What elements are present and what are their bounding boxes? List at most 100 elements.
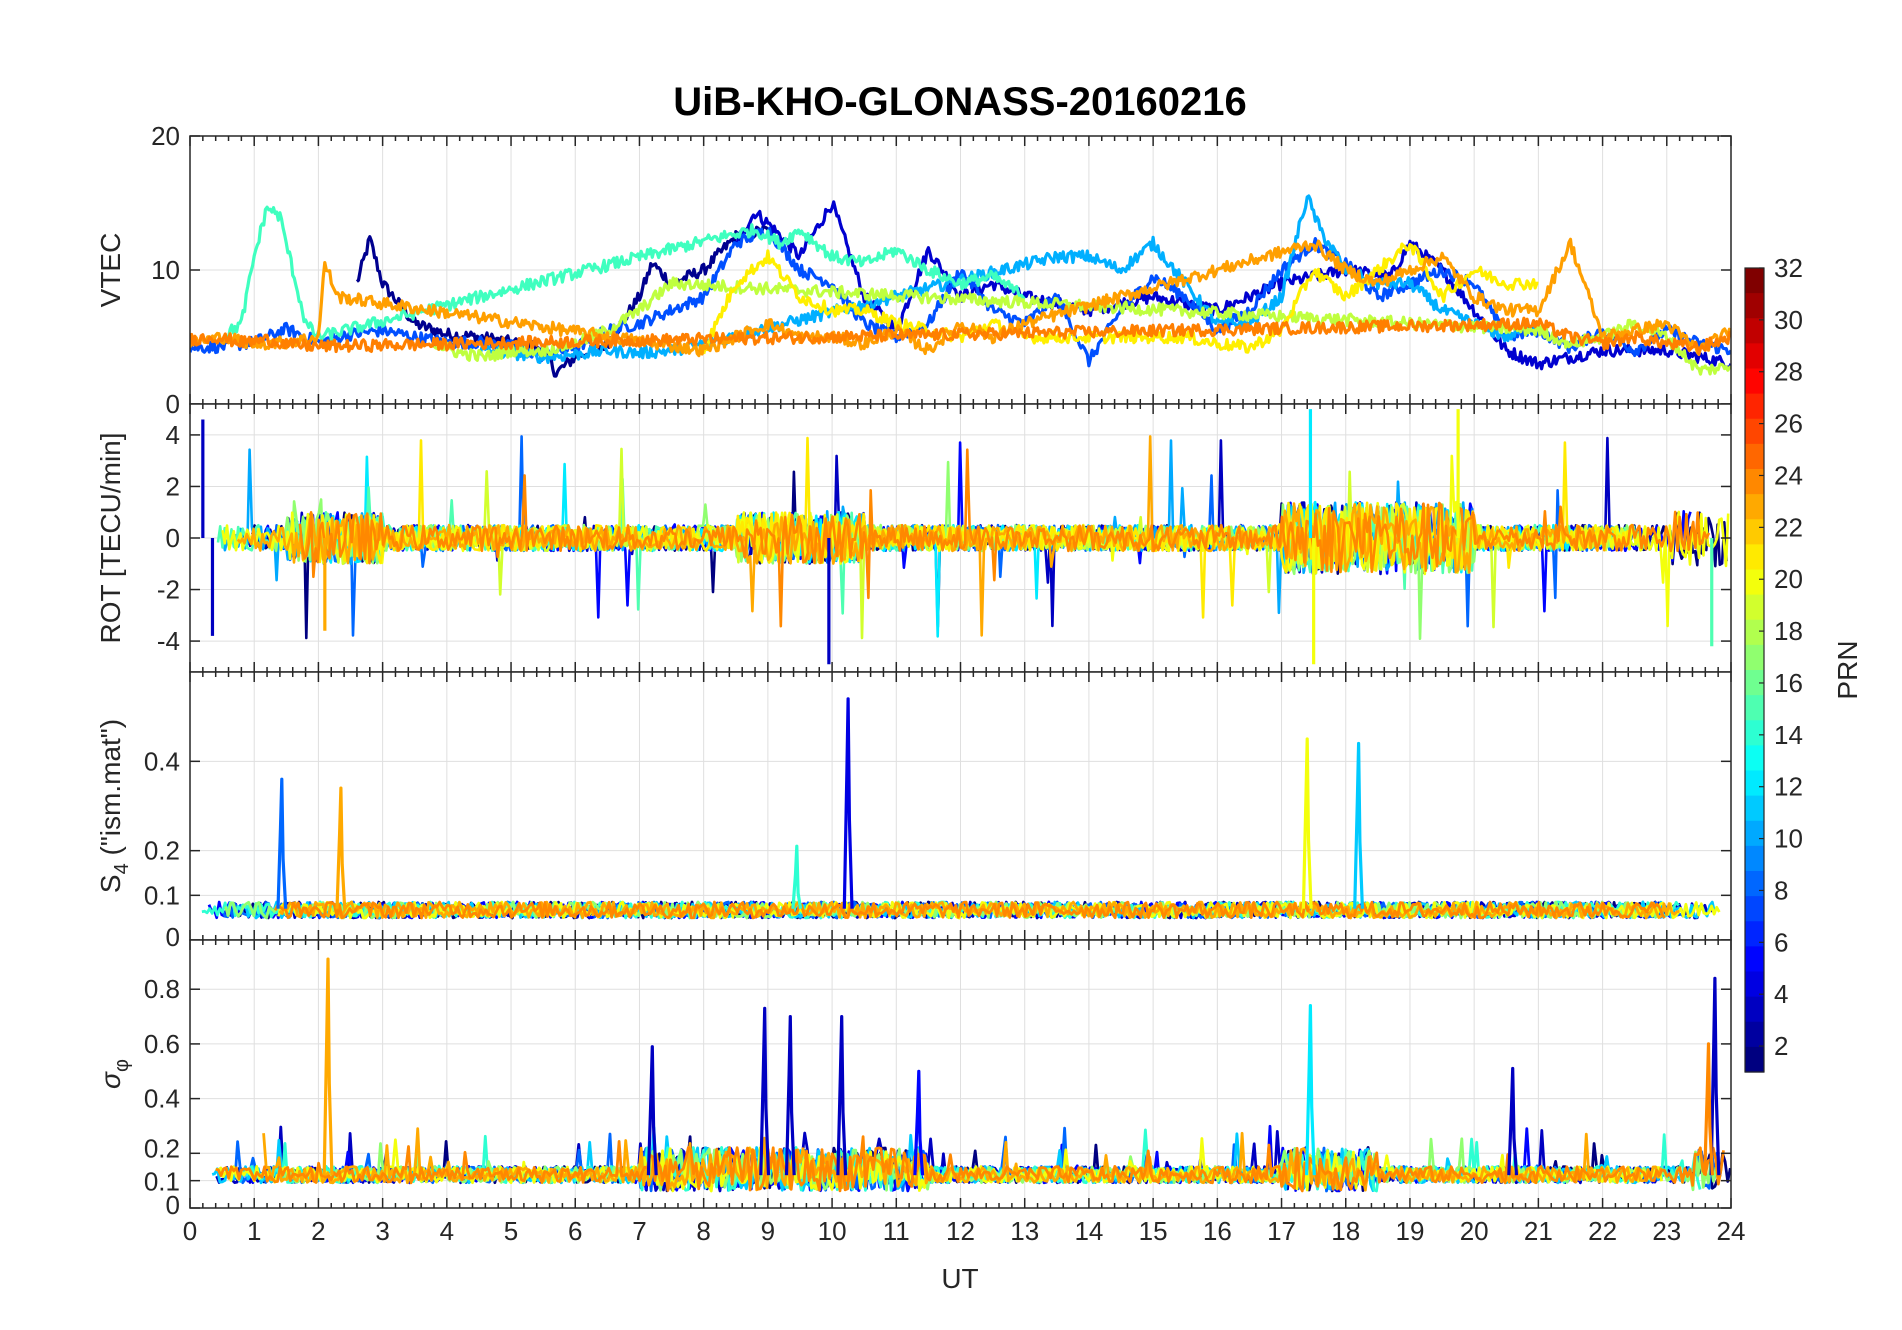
spike-prn-3 [784,1014,796,1176]
x-tick-label: 1 [247,1216,261,1246]
colorbar-segment-2 [1745,1021,1764,1048]
y-tick-label: 0.1 [144,1167,180,1197]
y-label-sub: φ [111,1059,133,1072]
x-ticks [189,672,1732,940]
colorbar-segment-24 [1745,469,1764,495]
y-axis-label: VTEC [95,233,126,308]
colorbar-segment-4 [1745,971,1764,998]
spike-prn-3 [759,1006,771,1176]
y-tick-label: 0.1 [144,880,180,910]
series-line-prn-24 [298,448,1711,628]
spike-prn-23 [335,786,347,909]
spike-prn-5 [913,1069,925,1176]
series-line-prn-24 [273,900,1666,920]
data-series [201,697,1721,920]
spike-prn-14 [791,844,803,909]
colorbar-segment-17 [1745,644,1764,671]
x-tick-label: 13 [1010,1216,1039,1246]
y-tick-label: 0.8 [144,974,180,1004]
series-line-prn-24 [190,316,1731,355]
colorbar-segment-14 [1745,720,1764,746]
colorbar-tick-label: 22 [1774,512,1803,542]
colorbar-frame [1744,267,1765,1073]
spike-prn-12 [1305,1003,1316,1176]
x-tick-label: 18 [1331,1216,1360,1246]
x-tick-label: 6 [568,1216,582,1246]
x-tick-label: 19 [1395,1216,1424,1246]
colorbar-segment-6 [1745,921,1764,947]
y-tick-label: 0.2 [144,836,180,866]
colorbar-tick-label: 2 [1774,1031,1788,1061]
x-tick-label: 3 [375,1216,389,1246]
spike-prn-24 [1703,1042,1714,1176]
x-tick-label: 22 [1588,1216,1617,1246]
colorbar-segment-32 [1745,268,1764,294]
colorbar-segment-22 [1745,519,1764,545]
y-tick-label: -4 [157,626,180,656]
y-label-rest: ("ism.mat") [95,719,126,863]
x-tick-label: 10 [818,1216,847,1246]
colorbar-segment-26 [1745,418,1764,445]
series-line-prn-1 [355,224,770,378]
spike-prn-3 [1507,1066,1519,1176]
colorbar-segment-1 [1745,1046,1764,1073]
y-tick-label: 20 [151,121,180,151]
panel-s4: 0 0.1 0.2 0.4 S4 ("ism.mat") [95,671,1732,952]
panel-vtec: 0 10 20 VTEC [95,121,1732,419]
colorbar-tick-label: 26 [1774,409,1803,439]
spike-prn-11 [1353,741,1364,909]
colorbar-segment-19 [1745,594,1764,621]
colorbar-segment-25 [1745,443,1764,470]
y-tick-label: -2 [157,575,180,605]
series-line-prn-14 [221,205,1026,341]
colorbar-segment-12 [1745,770,1764,797]
colorbar-tick-label: 30 [1774,305,1803,335]
spike-prn-3 [646,1045,658,1176]
x-tick-label: 23 [1652,1216,1681,1246]
x-ticks [189,404,1732,672]
series-line-prn-20 [702,242,1539,355]
colorbar-segment-10 [1745,820,1764,847]
x-tick-label: 11 [883,1216,910,1246]
colorbar-segment-16 [1745,670,1764,696]
colorbar-tick-label: 6 [1774,927,1788,957]
colorbar-tick-label: 10 [1774,824,1803,854]
x-tick-label: 20 [1460,1216,1489,1246]
data-series [190,194,1731,378]
data-series [201,409,1730,665]
y-label-sub: 4 [111,863,133,874]
y-tick-label: 0 [166,389,180,419]
colorbar-segment-3 [1745,996,1764,1023]
colorbar-segment-7 [1745,896,1764,922]
colorbar-segment-27 [1745,393,1764,420]
colorbar-tick-label: 4 [1774,979,1788,1009]
y-tick-label: 2 [166,471,180,501]
colorbar-tick-label: 18 [1774,616,1803,646]
colorbar-segment-30 [1745,318,1764,344]
x-tick-label: 21 [1524,1216,1553,1246]
colorbar-segment-11 [1745,795,1764,822]
colorbar-tick-label: 14 [1774,720,1803,750]
y-tick-label: 0.4 [144,746,180,776]
y-label-main: σ [95,1071,126,1089]
colorbar-segment-29 [1745,343,1764,370]
chart-title: UiB-KHO-GLONASS-20160216 [673,80,1247,124]
x-tick-label: 0 [183,1216,197,1246]
x-tick-label: 5 [504,1216,518,1246]
colorbar-segment-31 [1745,293,1764,319]
y-tick-label: 0 [166,922,180,952]
y-label-main: S [95,874,126,893]
x-axis-label: UT [941,1263,978,1294]
colorbar-segment-23 [1745,494,1764,520]
colorbar-segment-28 [1745,368,1764,395]
series-line-prn-24 [215,1135,1725,1193]
colorbar-segment-5 [1745,946,1764,973]
colorbar-tick-label: 20 [1774,564,1803,594]
x-ticks [189,136,1732,404]
x-tick-label: 16 [1203,1216,1232,1246]
spike-prn-23 [322,957,334,1176]
y-tick-label: 0 [166,523,180,553]
